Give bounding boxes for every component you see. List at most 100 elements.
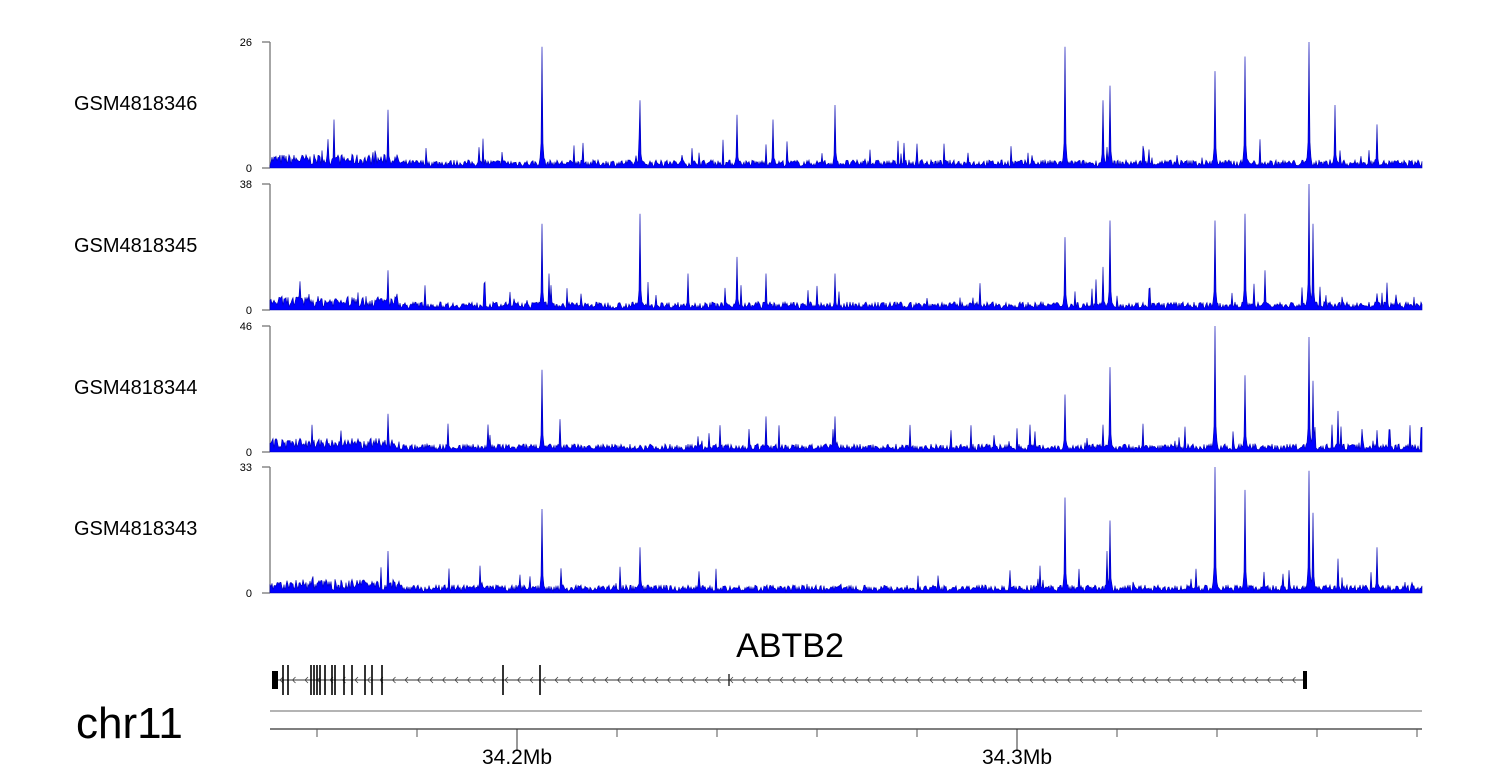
strand-arrow-icon — [1029, 676, 1034, 684]
strand-arrow-icon — [354, 676, 359, 684]
strand-arrow-icon — [1254, 676, 1259, 684]
strand-arrow-icon — [966, 676, 971, 684]
track-GSM4818344: GSM4818344 46 0 — [74, 321, 1423, 459]
strand-arrow-icon — [1191, 676, 1196, 684]
strand-arrow-icon — [766, 676, 771, 684]
coverage-signal — [269, 466, 1423, 594]
y-min-label: 0 — [246, 588, 252, 600]
strand-arrow-icon — [854, 676, 859, 684]
strand-arrow-icon — [654, 676, 659, 684]
strand-arrow-icon — [754, 676, 759, 684]
strand-arrow-icon — [291, 676, 296, 684]
track-label: GSM4818344 — [74, 377, 197, 399]
strand-arrow-icon — [879, 676, 884, 684]
track-GSM4818345: GSM4818345 38 0 — [74, 179, 1423, 317]
strand-arrow-icon — [516, 676, 521, 684]
strand-arrow-icon — [1116, 676, 1121, 684]
strand-arrow-icon — [954, 676, 959, 684]
strand-arrow-icon — [391, 676, 396, 684]
strand-arrow-icon — [1279, 676, 1284, 684]
track-label: GSM4818343 — [74, 518, 197, 540]
x-tick-label: 34.2Mb — [482, 746, 552, 769]
chromosome-label: chr11 — [76, 699, 183, 748]
strand-arrow-icon — [491, 676, 496, 684]
strand-arrow-icon — [616, 676, 621, 684]
strand-arrow-icon — [641, 676, 646, 684]
strand-arrow-icon — [891, 676, 896, 684]
strand-arrow-icon — [691, 676, 696, 684]
strand-arrow-icon — [416, 676, 421, 684]
strand-arrow-icon — [841, 676, 846, 684]
strand-arrow-icon — [429, 676, 434, 684]
strand-arrow-icon — [1141, 676, 1146, 684]
strand-arrow-icon — [366, 676, 371, 684]
strand-arrow-icon — [929, 676, 934, 684]
y-min-label: 0 — [246, 447, 252, 459]
strand-arrow-icon — [866, 676, 871, 684]
strand-arrow-icon — [904, 676, 909, 684]
strand-arrow-icon — [1154, 676, 1159, 684]
y-max-label: 46 — [240, 321, 252, 333]
strand-arrow-icon — [479, 676, 484, 684]
exon — [1303, 671, 1307, 689]
track-GSM4818346: GSM4818346 26 0 — [74, 37, 1423, 175]
strand-arrow-icon — [979, 676, 984, 684]
strand-arrow-icon — [704, 676, 709, 684]
strand-arrow-icon — [454, 676, 459, 684]
strand-arrow-icon — [591, 676, 596, 684]
coverage-signal — [269, 41, 1423, 169]
strand-arrow-icon — [991, 676, 996, 684]
strand-arrow-icon — [1166, 676, 1171, 684]
track-label: GSM4818345 — [74, 235, 197, 257]
strand-arrow-icon — [541, 676, 546, 684]
gene-label: ABTB2 — [736, 627, 844, 665]
strand-arrow-icon — [441, 676, 446, 684]
strand-arrow-icon — [716, 676, 721, 684]
strand-arrow-icon — [804, 676, 809, 684]
strand-arrow-icon — [504, 676, 509, 684]
strand-arrow-icon — [1291, 676, 1296, 684]
strand-arrow-icon — [779, 676, 784, 684]
strand-arrow-icon — [1204, 676, 1209, 684]
strand-arrow-icon — [741, 676, 746, 684]
track-label: GSM4818346 — [74, 93, 197, 115]
strand-arrow-icon — [1054, 676, 1059, 684]
coverage-signal — [269, 325, 1423, 453]
strand-arrow-icon — [666, 676, 671, 684]
strand-arrow-icon — [1091, 676, 1096, 684]
strand-arrow-icon — [1041, 676, 1046, 684]
strand-arrow-icon — [1129, 676, 1134, 684]
strand-arrow-icon — [279, 676, 284, 684]
strand-arrow-icon — [466, 676, 471, 684]
coverage-signal — [269, 183, 1423, 311]
y-min-label: 0 — [246, 305, 252, 317]
strand-arrow-icon — [604, 676, 609, 684]
y-max-label: 38 — [240, 179, 252, 191]
strand-arrow-icon — [566, 676, 571, 684]
strand-arrow-icon — [729, 676, 734, 684]
strand-arrow-icon — [1066, 676, 1071, 684]
strand-arrow-icon — [829, 676, 834, 684]
y-max-label: 33 — [240, 462, 252, 474]
strand-arrow-icon — [941, 676, 946, 684]
strand-arrow-icon — [529, 676, 534, 684]
strand-arrow-icon — [579, 676, 584, 684]
strand-arrow-icon — [916, 676, 921, 684]
strand-arrow-icon — [679, 676, 684, 684]
strand-arrow-icon — [791, 676, 796, 684]
strand-arrow-icon — [1004, 676, 1009, 684]
strand-arrow-icon — [816, 676, 821, 684]
strand-arrow-icon — [1216, 676, 1221, 684]
strand-arrow-icon — [554, 676, 559, 684]
strand-arrow-icon — [1241, 676, 1246, 684]
exon — [272, 671, 278, 689]
strand-arrow-icon — [1229, 676, 1234, 684]
strand-arrow-icon — [404, 676, 409, 684]
y-max-label: 26 — [240, 37, 252, 49]
x-tick-label: 34.3Mb — [982, 746, 1052, 769]
strand-arrow-icon — [1016, 676, 1021, 684]
y-min-label: 0 — [246, 163, 252, 175]
strand-arrow-icon — [1104, 676, 1109, 684]
strand-arrow-icon — [1266, 676, 1271, 684]
